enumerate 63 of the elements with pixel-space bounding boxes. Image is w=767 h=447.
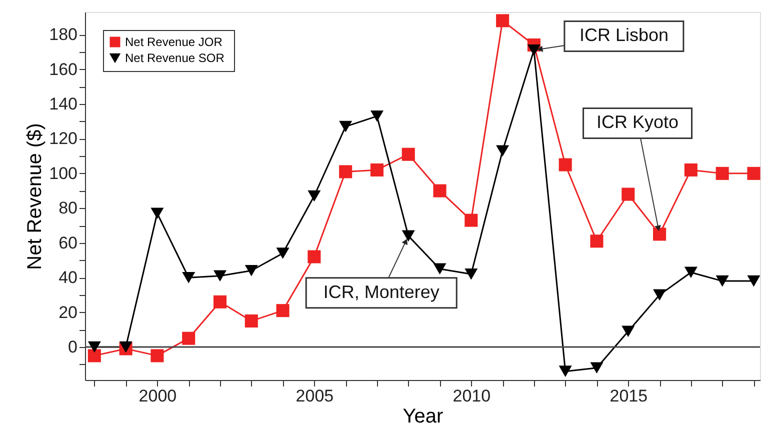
point — [558, 366, 572, 377]
point — [213, 295, 227, 308]
point — [684, 266, 698, 278]
point — [622, 326, 635, 338]
point — [244, 314, 258, 328]
annotation: ICR Kyoto — [596, 112, 679, 132]
point — [716, 166, 729, 180]
point — [339, 120, 352, 132]
point — [182, 272, 196, 284]
x-axis-title: Year — [402, 406, 444, 428]
point — [150, 208, 164, 220]
point — [590, 234, 604, 248]
point — [590, 362, 604, 374]
point — [370, 110, 384, 122]
legend-label: Net Revenue JOR — [125, 35, 223, 49]
point — [88, 341, 101, 353]
point — [622, 188, 635, 201]
y-tick-label: 80 — [58, 198, 78, 218]
point — [276, 304, 290, 318]
y-tick-label: 40 — [58, 268, 78, 288]
point — [653, 228, 666, 241]
point — [527, 44, 540, 56]
point — [402, 148, 415, 161]
point — [558, 158, 572, 172]
point — [684, 163, 698, 176]
point — [370, 163, 384, 176]
point — [119, 341, 132, 353]
y-tick-label: 0 — [68, 338, 78, 357]
annotation: ICR Lisbon — [579, 25, 668, 46]
point — [433, 184, 446, 198]
point — [433, 263, 446, 275]
point — [716, 275, 729, 287]
point — [464, 268, 478, 280]
y-tick-label: 20 — [58, 302, 78, 322]
y-tick-label: 160 — [49, 60, 78, 79]
y-tick-label: 60 — [58, 233, 78, 252]
point — [244, 264, 258, 276]
y-tick-label: 180 — [49, 25, 78, 44]
point — [308, 190, 321, 202]
point — [88, 349, 101, 362]
point — [464, 214, 478, 227]
x-tick-label: 2005 — [296, 386, 334, 406]
point — [150, 349, 164, 362]
y-tick-label: 120 — [49, 129, 78, 148]
point — [182, 332, 196, 345]
y-axis-title: Net Revenue ($) — [24, 123, 46, 270]
point — [213, 270, 227, 282]
x-tick-label: 2010 — [452, 386, 491, 406]
point — [747, 275, 760, 287]
y-tick-label: 100 — [49, 164, 78, 183]
annotation: ICR, Monterey — [323, 282, 440, 302]
y-tick-label: 140 — [49, 94, 78, 114]
point — [653, 289, 666, 301]
point — [496, 145, 510, 157]
point — [339, 165, 352, 178]
legend-label: Net Revenue SOR — [125, 51, 225, 65]
point — [496, 14, 510, 28]
x-tick-label: 2000 — [138, 386, 177, 406]
point — [308, 250, 321, 264]
point — [402, 230, 415, 242]
x-tick-label: 2015 — [610, 386, 648, 406]
point — [276, 248, 290, 259]
point — [747, 166, 760, 180]
